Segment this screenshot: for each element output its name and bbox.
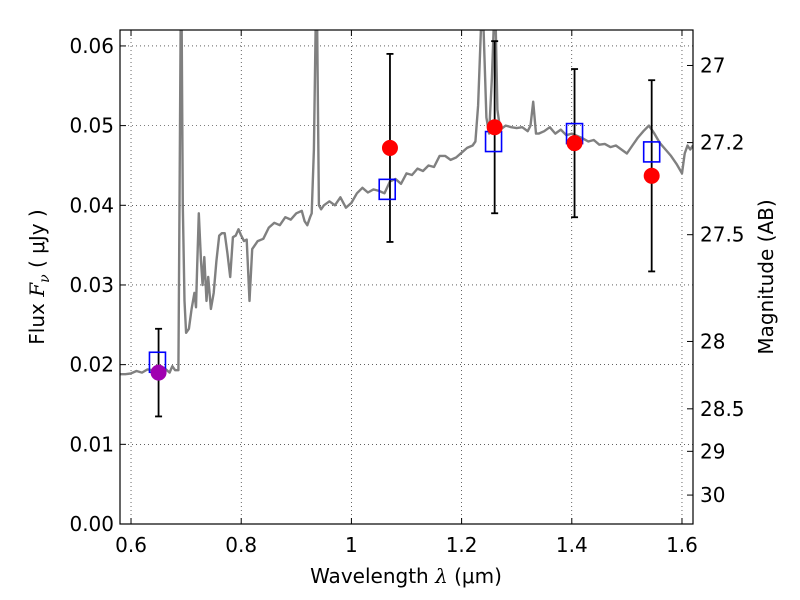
axes-ticks: 0.6 0.8 1 1.2 1.4 1.6 0.00 0.01 0.02 0.03 0.04 0.05…	[69, 30, 745, 557]
y-tick-label: 0.03	[69, 273, 114, 297]
plot-frame	[119, 29, 694, 525]
observed-photometry-point	[381, 139, 398, 156]
y-tick-label: 0.01	[69, 432, 114, 456]
model-photometry-square	[642, 141, 661, 163]
mag-tick-label: 27.2	[700, 131, 745, 155]
mag-tick-label: 29	[700, 439, 725, 463]
y-tick-label: 0.02	[69, 353, 114, 377]
observed-photometry-point	[486, 119, 503, 136]
x-axis-label: Wavelength λ (μm)	[310, 564, 502, 588]
y-tick-label: 0.06	[69, 34, 114, 58]
x-tick-label: 1.4	[556, 533, 588, 557]
observed-photometry-point	[150, 364, 167, 381]
y-axis-label: Flux Fν ( μJy )	[25, 209, 53, 344]
model-photometry-square	[378, 178, 397, 201]
y-axis-right-label: Magnitude (AB)	[754, 199, 778, 354]
mag-tick-label: 28	[700, 329, 725, 353]
observed-photometry-point	[566, 135, 583, 152]
mag-tick-label: 27	[700, 53, 725, 77]
x-tick-label: 1.2	[446, 533, 478, 557]
observed-photometry-point	[643, 167, 660, 184]
mag-tick-label: 28.5	[700, 397, 745, 421]
x-tick-label: 0.6	[115, 533, 147, 557]
y-tick-label: 0.00	[69, 512, 114, 536]
y-tick-label: 0.04	[69, 193, 114, 217]
mag-tick-label: 27.5	[700, 223, 745, 247]
data-markers	[148, 40, 661, 418]
x-tick-label: 0.8	[225, 533, 257, 557]
mag-tick-label: 30	[700, 483, 725, 507]
x-tick-label: 1.6	[666, 533, 698, 557]
x-tick-label: 1	[345, 533, 358, 557]
y-tick-label: 0.05	[69, 114, 114, 138]
